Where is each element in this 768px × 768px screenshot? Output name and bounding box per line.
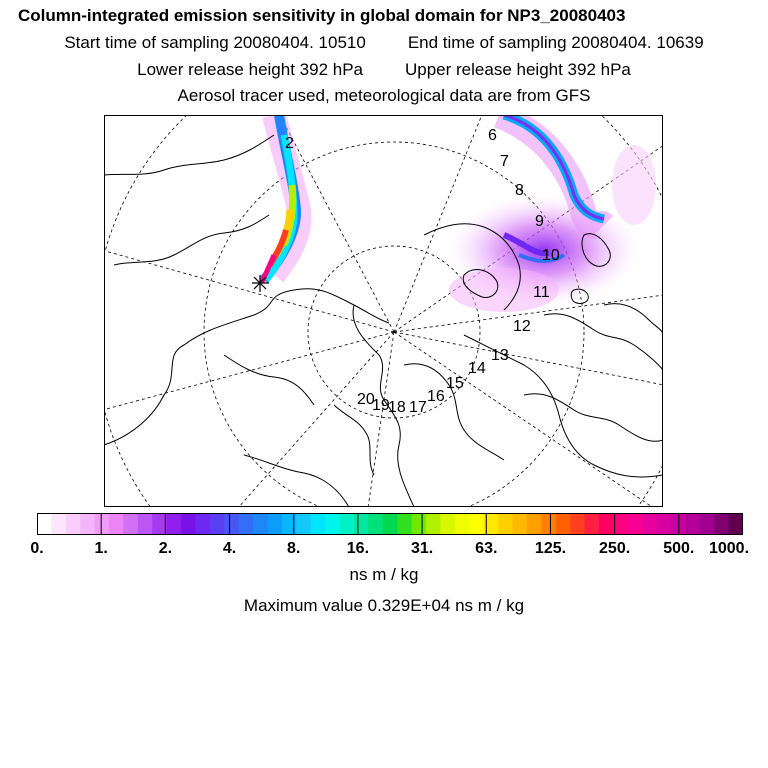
lower-height-label: Lower release height 392 hPa: [137, 60, 363, 79]
coastlines: [104, 134, 663, 507]
colorbar-cell: [454, 513, 470, 535]
colorbar-cell: [109, 513, 125, 535]
colorbar-cell: [498, 513, 514, 535]
colorbar-tick-label: 1.: [94, 540, 108, 557]
colorbar-tick-label: 63.: [475, 540, 498, 557]
colorbar-cell: [483, 513, 499, 535]
start-time-label: Start time of sampling 20080404. 10510: [64, 33, 366, 52]
colorbar-cell: [440, 513, 456, 535]
colorbar-cells: [37, 513, 743, 535]
release-point-marker: [252, 275, 269, 292]
colorbar-cell: [627, 513, 643, 535]
colorbar-cell: [267, 513, 283, 535]
colorbar-cell: [209, 513, 225, 535]
day-label: 10: [542, 247, 560, 264]
day-label: 2: [285, 135, 294, 152]
colorbar-cell: [598, 513, 614, 535]
colorbar-cell: [426, 513, 442, 535]
colorbar-tick-label: 16.: [346, 540, 370, 557]
colorbar-cell: [152, 513, 168, 535]
tracer-info: Aerosol tracer used, meteorological data…: [177, 86, 591, 105]
day-label: 6: [488, 127, 497, 144]
colorbar-cell: [281, 513, 297, 535]
colorbar-tick-label: 4.: [222, 540, 237, 557]
sensitivity-plume-east: [449, 115, 656, 312]
colorbar-cell: [325, 513, 341, 535]
colorbar-cell: [253, 513, 269, 535]
colorbar-cell: [714, 513, 730, 535]
colorbar-cell: [166, 513, 182, 535]
day-label: 20: [357, 391, 375, 408]
polar-map: 2 6 7 8 9 10 11 12 13 14 15 16 17 18 19 …: [104, 115, 663, 507]
colorbar: [37, 513, 743, 535]
end-time-label: End time of sampling 20080404. 10639: [407, 33, 704, 52]
day-label: 13: [491, 347, 509, 364]
colorbar-cell: [411, 513, 427, 535]
colorbar-cell: [137, 513, 153, 535]
colorbar-tick-label: 500.: [663, 540, 695, 557]
maximum-value-label: Maximum value 0.329E+04 ns m / kg: [243, 596, 525, 615]
map-frame: [104, 115, 663, 507]
colorbar-cell: [181, 513, 197, 535]
colorbar-cell: [65, 513, 81, 535]
colorbar-cell: [584, 513, 600, 535]
colorbar-cell: [382, 513, 398, 535]
day-label: 12: [513, 318, 531, 335]
colorbar-units: ns m / kg: [349, 565, 419, 584]
colorbar-cell: [238, 513, 254, 535]
day-label: 18: [388, 399, 406, 416]
colorbar-cell: [339, 513, 355, 535]
colorbar-dividers: [100, 513, 680, 535]
day-label: 11: [533, 284, 550, 301]
colorbar-tick-label: 8.: [287, 540, 301, 557]
colorbar-cell: [397, 513, 413, 535]
colorbar-cell: [37, 513, 53, 535]
colorbar-cell: [94, 513, 110, 535]
colorbar-cell: [80, 513, 96, 535]
colorbar-cell: [685, 513, 701, 535]
colorbar-cell: [642, 513, 658, 535]
colorbar-cell: [224, 513, 240, 535]
trajectory-day-labels: 2 6 7 8 9 10 11 12 13 14 15 16 17 18 19 …: [285, 127, 560, 416]
colorbar-tick-label: 2.: [158, 540, 173, 557]
colorbar-cell: [526, 513, 542, 535]
colorbar-cell: [728, 513, 743, 535]
colorbar-cell: [353, 513, 369, 535]
day-label: 16: [427, 388, 445, 405]
colorbar-cell: [512, 513, 528, 535]
colorbar-tick-label: 125.: [534, 540, 567, 557]
day-label: 17: [409, 399, 427, 416]
colorbar-tick-label: 0.: [30, 540, 44, 557]
day-label: 8: [515, 182, 524, 199]
colorbar-cell: [699, 513, 715, 535]
colorbar-tick-label: 1000.: [708, 540, 750, 557]
colorbar-cell: [123, 513, 139, 535]
colorbar-cell: [310, 513, 326, 535]
colorbar-cell: [195, 513, 211, 535]
day-label: 14: [468, 360, 486, 377]
colorbar-cell: [555, 513, 571, 535]
colorbar-frame: [37, 513, 743, 535]
release-heights-row: Lower release height 392 hPa Upper relea…: [0, 60, 768, 80]
colorbar-cell: [469, 513, 485, 535]
day-label: 7: [500, 153, 509, 170]
sampling-times-row: Start time of sampling 20080404. 10510 E…: [0, 33, 768, 53]
plot-title: Column-integrated emission sensitivity i…: [18, 6, 626, 25]
colorbar-cell: [368, 513, 384, 535]
colorbar-cell: [541, 513, 557, 535]
day-label: 15: [446, 375, 464, 392]
colorbar-cell: [613, 513, 629, 535]
day-label: 19: [372, 397, 390, 414]
colorbar-tick-label: 250.: [599, 540, 631, 557]
colorbar-cell: [296, 513, 312, 535]
colorbar-cell: [570, 513, 586, 535]
latitude-circles: [104, 115, 663, 507]
colorbar-tick-label: 31.: [410, 540, 434, 557]
day-label: 9: [535, 213, 544, 230]
upper-height-label: Upper release height 392 hPa: [405, 60, 631, 79]
sensitivity-plume-west: [259, 115, 312, 284]
colorbar-cell: [51, 513, 67, 535]
colorbar-cell: [656, 513, 672, 535]
